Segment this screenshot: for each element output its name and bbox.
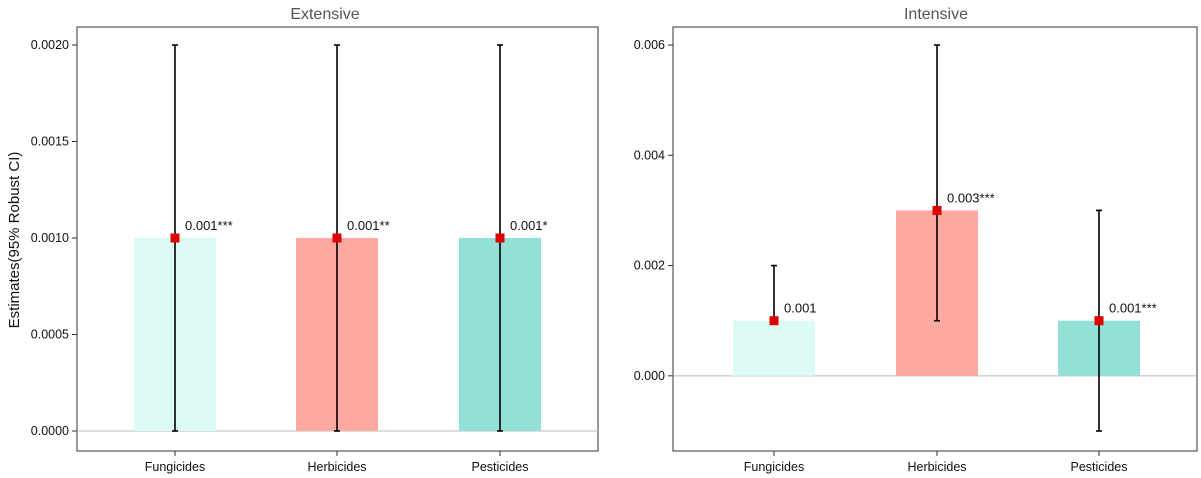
estimate-point — [332, 233, 342, 243]
x-tick-label: Herbicides — [907, 460, 966, 474]
panel-intensive: Intensive 0.000 0.002 0.004 0.006 0.001 Fungi… — [634, 6, 1198, 474]
value-label: 0.001** — [347, 218, 390, 233]
estimate-point — [1094, 316, 1104, 326]
x-tick-label: Fungicides — [744, 460, 804, 474]
value-label: 0.001 — [784, 301, 817, 316]
estimate-point — [170, 233, 180, 243]
estimate-point — [769, 316, 779, 326]
y-tick-label: 0.0010 — [31, 231, 69, 245]
panel-extensive: Extensive Estimates(95% Robust CI) 0.000… — [6, 6, 599, 474]
estimate-point — [495, 233, 505, 243]
bar-fungicides — [733, 320, 815, 376]
y-tick-label: 0.0000 — [31, 424, 69, 438]
x-tick-label: Pesticides — [472, 460, 529, 474]
panel-title-intensive: Intensive — [904, 6, 968, 23]
y-tick-label: 0.000 — [634, 369, 665, 383]
x-tick-label: Herbicides — [307, 460, 366, 474]
value-label: 0.001*** — [1109, 301, 1157, 316]
y-tick-label: 0.002 — [634, 259, 665, 273]
value-label: 0.001* — [510, 218, 548, 233]
y-tick-label: 0.004 — [634, 148, 665, 162]
panel-title-extensive: Extensive — [290, 6, 359, 23]
y-tick-label: 0.0005 — [31, 328, 69, 342]
y-tick-label: 0.006 — [634, 38, 665, 52]
x-tick-label: Pesticides — [1071, 460, 1128, 474]
plot-frame — [672, 26, 1198, 452]
value-label: 0.003*** — [947, 190, 995, 205]
x-tick-label: Fungicides — [145, 460, 205, 474]
estimate-point — [932, 205, 942, 215]
y-axis-label: Estimates(95% Robust CI) — [6, 152, 23, 329]
y-tick-label: 0.0020 — [31, 38, 69, 52]
y-tick-label: 0.0015 — [31, 135, 69, 149]
value-label: 0.001*** — [185, 218, 233, 233]
